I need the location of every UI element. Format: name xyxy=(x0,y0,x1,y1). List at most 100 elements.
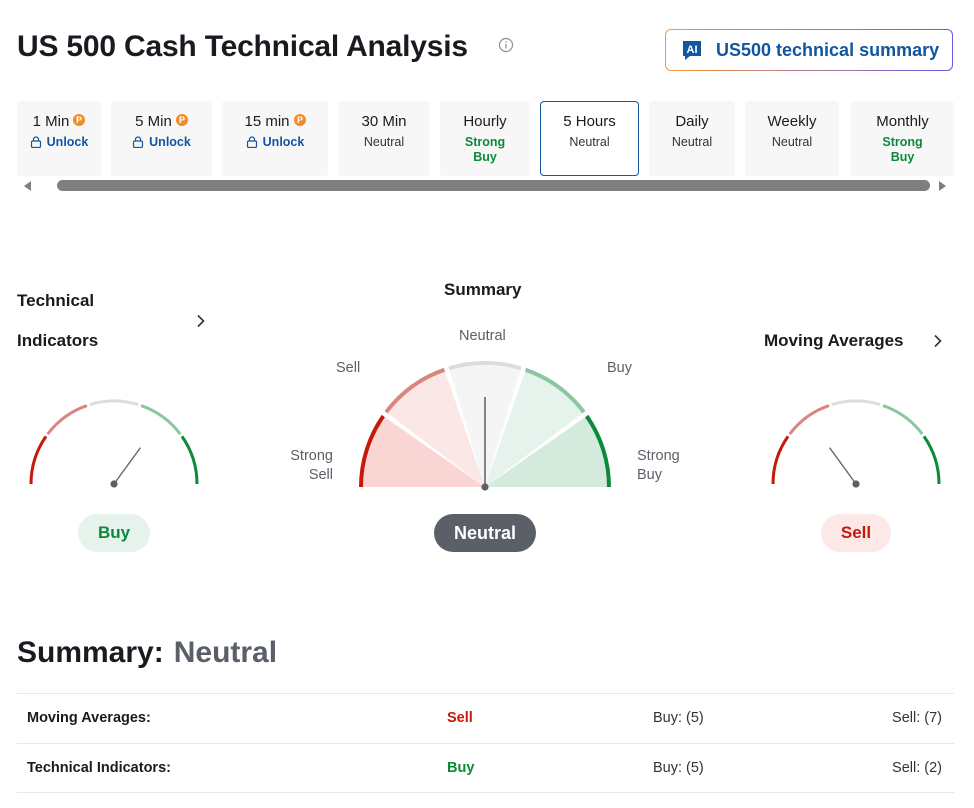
row-label: Moving Averages: xyxy=(27,710,151,726)
lock-icon xyxy=(30,136,41,148)
summary-gauge xyxy=(359,361,611,491)
gauge-zone-sell xyxy=(387,371,485,487)
technical-indicators-gauge xyxy=(29,399,199,488)
moving-averages-gauge xyxy=(771,399,941,488)
page-title: US 500 Cash Technical Analysis xyxy=(17,30,468,63)
summary-heading: Summary: Neutral xyxy=(17,636,277,670)
ai-badge-text: AI xyxy=(687,44,698,56)
tab-label: 15 min xyxy=(244,113,290,130)
timeframe-tabs: 1 Min P Unlock 5 Min P Unlock 15 min P U… xyxy=(17,101,954,176)
pro-badge-icon: P xyxy=(293,113,306,126)
scroll-right-arrow-icon[interactable] xyxy=(938,180,947,192)
technical-indicators-title-line1[interactable]: Technical xyxy=(17,291,95,310)
tab-signal: Neutral xyxy=(569,135,610,149)
unlock-link[interactable]: Unlock xyxy=(30,135,88,149)
gauge-segment-sell xyxy=(788,404,830,435)
tab-monthly[interactable]: Monthly Strong Buy xyxy=(851,101,954,176)
gauge-segment-neutral xyxy=(89,399,139,407)
gauge-zone-buy xyxy=(485,371,583,487)
gauge-needle xyxy=(829,447,857,485)
tab-5-hours[interactable]: 5 Hours Neutral xyxy=(540,101,639,176)
gauge-pivot xyxy=(110,480,118,488)
gauge-pivot xyxy=(852,480,860,488)
tab-signal: Neutral xyxy=(671,135,713,149)
horizontal-scrollbar[interactable] xyxy=(57,180,930,191)
scroll-left-arrow-icon[interactable] xyxy=(23,180,32,192)
gauge-segment-strong-buy xyxy=(585,414,611,488)
svg-text:P: P xyxy=(76,115,82,125)
gauge-segment-neutral xyxy=(448,361,522,371)
row-buy-count: Buy: (5) xyxy=(653,710,704,726)
gauge-segment-strong-sell xyxy=(771,435,790,485)
gauge-segment-buy xyxy=(524,367,586,414)
pro-badge-icon: P xyxy=(175,113,188,126)
gauge-segment-strong-buy xyxy=(180,435,199,485)
gauge-pivot xyxy=(481,483,489,491)
gauge-segment-sell xyxy=(384,367,446,414)
row-sell-count: Sell: (7) xyxy=(892,710,942,726)
tab-5-min[interactable]: 5 Min P Unlock xyxy=(111,101,212,176)
gauge-zone-strong-sell xyxy=(363,417,485,487)
tab-30-min[interactable]: 30 Min Neutral xyxy=(338,101,430,176)
tab-weekly[interactable]: Weekly Neutral xyxy=(745,101,839,176)
gauge-segment-buy xyxy=(140,404,182,435)
gauge-label-sell: Sell xyxy=(336,360,361,376)
ai-chat-icon: AI xyxy=(683,41,701,60)
gauge-zone-strong-buy xyxy=(485,417,607,487)
tab-signal: Neutral xyxy=(363,135,405,149)
tab-label: Hourly xyxy=(463,113,507,130)
summary-heading-value: Neutral xyxy=(173,636,278,669)
gauge-segment-strong-sell xyxy=(359,414,385,488)
info-icon[interactable] xyxy=(498,37,514,53)
tab-label: 5 Min xyxy=(135,113,172,130)
gauge-label-buy: Buy xyxy=(607,360,632,376)
row-signal: Sell xyxy=(447,710,473,726)
tab-signal: Strong Buy xyxy=(464,135,506,164)
tab-daily[interactable]: Daily Neutral xyxy=(649,101,735,176)
tab-label: 1 Min xyxy=(32,113,70,130)
gauge-needle xyxy=(113,447,141,485)
moving-averages-result-badge: Sell xyxy=(821,514,891,552)
technical-indicators-result-badge: Buy xyxy=(78,514,150,552)
gauge-segment-strong-buy xyxy=(922,435,941,485)
gauge-segment-sell xyxy=(46,404,88,435)
ai-button-label: US500 technical summary xyxy=(716,39,940,60)
row-signal: Buy xyxy=(447,760,475,776)
tab-label: 5 Hours xyxy=(563,113,616,130)
lock-icon xyxy=(246,136,257,148)
row-label: Technical Indicators: xyxy=(27,760,171,776)
tab-15-min[interactable]: 15 min P Unlock xyxy=(222,101,328,176)
moving-averages-title[interactable]: Moving Averages xyxy=(764,331,904,350)
tab-label: Monthly xyxy=(876,113,929,130)
tab-label: 30 Min xyxy=(361,113,407,130)
gauge-segment-buy xyxy=(882,404,924,435)
unlock-link[interactable]: Unlock xyxy=(246,135,304,149)
tab-signal: Strong Buy xyxy=(882,135,923,164)
lock-icon xyxy=(133,136,144,148)
tab-label: Weekly xyxy=(767,113,817,130)
chevron-right-icon[interactable] xyxy=(933,334,943,348)
table-row: Technical Indicators: Buy Buy: (5) Sell:… xyxy=(17,743,954,793)
summary-result-badge: Neutral xyxy=(434,514,536,552)
gauge-label-neutral: Neutral xyxy=(459,328,506,344)
summary-gauge-title: Summary xyxy=(444,280,522,299)
gauge-label-strong-buy: Strong Buy xyxy=(637,448,680,483)
pro-badge-icon: P xyxy=(73,113,86,126)
chevron-right-icon[interactable] xyxy=(196,314,206,328)
gauge-label-strong-sell: Strong Sell xyxy=(290,448,333,483)
ai-technical-summary-button[interactable]: AI US500 technical summary xyxy=(665,29,953,71)
gauge-segment-strong-sell xyxy=(29,435,48,485)
summary-heading-label: Summary: xyxy=(17,636,164,669)
svg-text:P: P xyxy=(297,115,303,125)
tab-1-min[interactable]: 1 Min P Unlock xyxy=(17,101,101,176)
technical-indicators-title-line2[interactable]: Indicators xyxy=(17,331,99,350)
tab-hourly[interactable]: Hourly Strong Buy xyxy=(440,101,530,176)
svg-text:P: P xyxy=(179,115,185,125)
tab-signal: Neutral xyxy=(771,135,813,149)
row-sell-count: Sell: (2) xyxy=(892,760,942,776)
row-buy-count: Buy: (5) xyxy=(653,760,704,776)
tab-label: Daily xyxy=(675,113,709,130)
gauge-segment-neutral xyxy=(831,399,881,407)
unlock-link[interactable]: Unlock xyxy=(132,135,191,149)
table-row: Moving Averages: Sell Buy: (5) Sell: (7) xyxy=(17,693,954,743)
